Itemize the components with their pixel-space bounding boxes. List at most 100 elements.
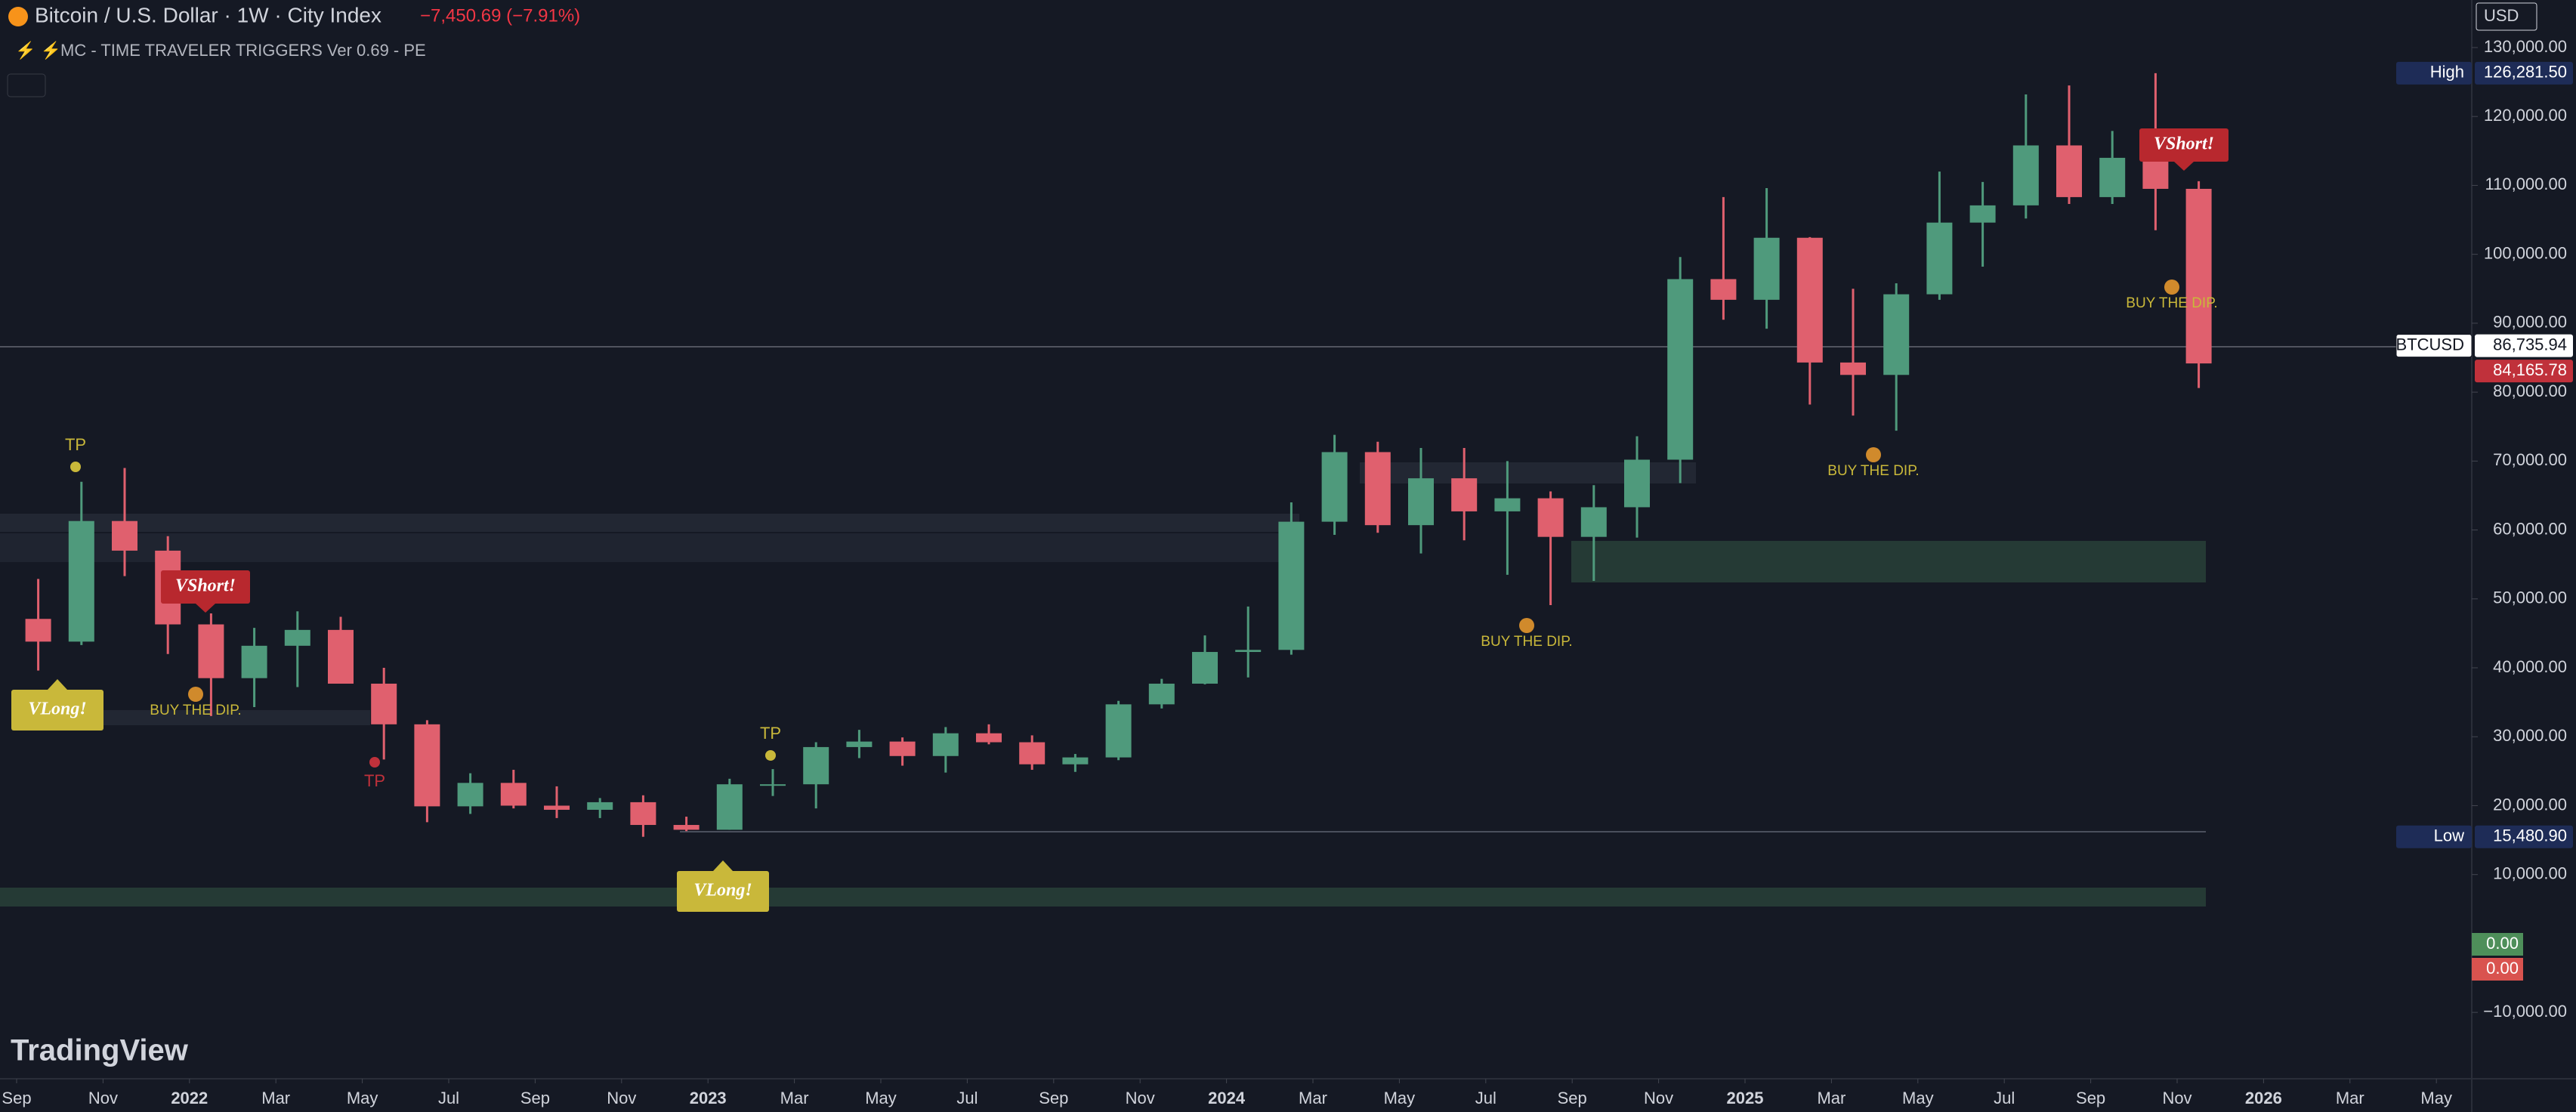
candle-body (1926, 222, 1953, 295)
candle-body (673, 825, 700, 830)
x-tick-label: Sep (2076, 1089, 2105, 1107)
candle-body (1840, 362, 1866, 375)
vshort-pointer (196, 604, 215, 613)
price-marker (2475, 360, 2573, 383)
vshort-label: VShort! (175, 576, 236, 596)
candle-body (371, 683, 397, 724)
y-tick-label: 70,000.00 (2493, 450, 2567, 469)
candle-body (846, 741, 873, 747)
candle-body (1969, 205, 1996, 223)
candle-body (1062, 757, 1089, 764)
collapse-button[interactable] (7, 73, 46, 97)
y-tick-label: 20,000.00 (2493, 795, 2567, 814)
x-tick-label: 2022 (171, 1089, 208, 1107)
x-tick-label: Jul (1994, 1089, 2015, 1107)
candle-body (1321, 452, 1348, 522)
x-tick-label: Nov (607, 1089, 636, 1107)
y-tick-label: 120,000.00 (2484, 106, 2567, 125)
candle-body (716, 784, 743, 830)
indicator-value-box (2472, 933, 2523, 956)
price-marker-name-box (2396, 61, 2472, 85)
price-marker (2475, 334, 2573, 357)
vlong-pointer (48, 679, 67, 690)
x-tick-label: Mar (780, 1089, 809, 1107)
x-tick-label: Sep (1558, 1089, 1587, 1107)
dip-icon (1519, 618, 1534, 633)
price-change: −7,450.69 (−7.91%) (420, 5, 580, 26)
vlong-label: VLong! (693, 881, 752, 900)
price-marker-label: 84,165.78 (2493, 360, 2567, 379)
x-tick-label: Jul (1475, 1089, 1496, 1107)
x-tick-label: 2025 (1727, 1089, 1764, 1107)
vlong-pointer (713, 860, 733, 871)
candle-body (112, 520, 137, 551)
candle-body (1624, 459, 1650, 508)
y-tick-label: 50,000.00 (2493, 588, 2567, 607)
y-tick-label: 130,000.00 (2484, 37, 2567, 56)
x-tick-label: Nov (1644, 1089, 1673, 1107)
candle-body (2099, 157, 2126, 197)
x-tick-label: May (865, 1089, 897, 1107)
vlong-box (677, 871, 769, 912)
indicator-value: 0.00 (2486, 959, 2519, 978)
candle-body (976, 733, 1002, 743)
candle-body (25, 619, 51, 642)
indicator-name[interactable]: MC - TIME TRAVELER TRIGGERS Ver 0.69 - P… (60, 41, 426, 60)
candle-body (68, 520, 94, 642)
price-marker (2475, 61, 2573, 85)
dip-label: BUY THE DIP. (1481, 634, 1572, 650)
y-tick-label: 100,000.00 (2484, 243, 2567, 262)
currency-box[interactable] (2476, 2, 2537, 31)
y-tick-label: 90,000.00 (2493, 313, 2567, 332)
y-tick-label: 40,000.00 (2493, 657, 2567, 676)
candle-body (328, 629, 354, 684)
brand-logo: TradingView (11, 1034, 189, 1067)
price-marker (2475, 825, 2573, 848)
vshort-label: VShort! (2154, 134, 2214, 154)
candle-body (1408, 478, 1434, 526)
candle-body (630, 802, 656, 826)
price-marker-name-box (2396, 825, 2472, 848)
price-marker-label: 126,281.50 (2484, 63, 2567, 82)
tp-label: TP (364, 771, 385, 790)
zone (0, 514, 1299, 532)
candle-body (500, 783, 527, 806)
x-tick-label: May (1384, 1089, 1416, 1107)
x-tick-label: Jul (438, 1089, 459, 1107)
price-marker-name: Low (2434, 826, 2464, 845)
tp-dot (369, 757, 380, 768)
candle-body (1537, 498, 1564, 537)
candle-body (1753, 237, 1780, 300)
candle-body (198, 624, 224, 678)
vshort-box (2139, 128, 2229, 162)
x-tick-label: May (347, 1089, 378, 1107)
coin-icon (8, 7, 28, 26)
indicator-value-box (2472, 958, 2523, 981)
x-tick-label: Jul (956, 1089, 978, 1107)
x-tick-label: Mar (1299, 1089, 1327, 1107)
vshort-box (161, 570, 250, 604)
vshort-pointer (2174, 162, 2194, 171)
currency[interactable]: USD (2484, 6, 2519, 25)
candle-body (932, 733, 959, 756)
x-tick-label: Sep (2, 1089, 31, 1107)
candle-body (1580, 507, 1607, 537)
price-marker-name: High (2430, 63, 2464, 82)
y-tick-label: 10,000.00 (2493, 864, 2567, 883)
price-marker-name-box (2395, 334, 2473, 358)
x-tick-label: May (1902, 1089, 1934, 1107)
vlong-box (11, 690, 103, 731)
candle-body (1710, 279, 1737, 300)
candle-body (1105, 704, 1132, 758)
candle-body (1494, 498, 1521, 511)
candle-body (1278, 521, 1305, 650)
x-tick-label: 2026 (2245, 1089, 2282, 1107)
tp-dot (70, 462, 81, 472)
candle-body (1019, 742, 1046, 764)
candle-body (2012, 145, 2039, 205)
y-tick-label: 30,000.00 (2493, 726, 2567, 745)
candle-body (1667, 279, 1694, 460)
price-marker-name: BTCUSD (2396, 335, 2464, 354)
x-tick-label: 2024 (1208, 1089, 1246, 1107)
